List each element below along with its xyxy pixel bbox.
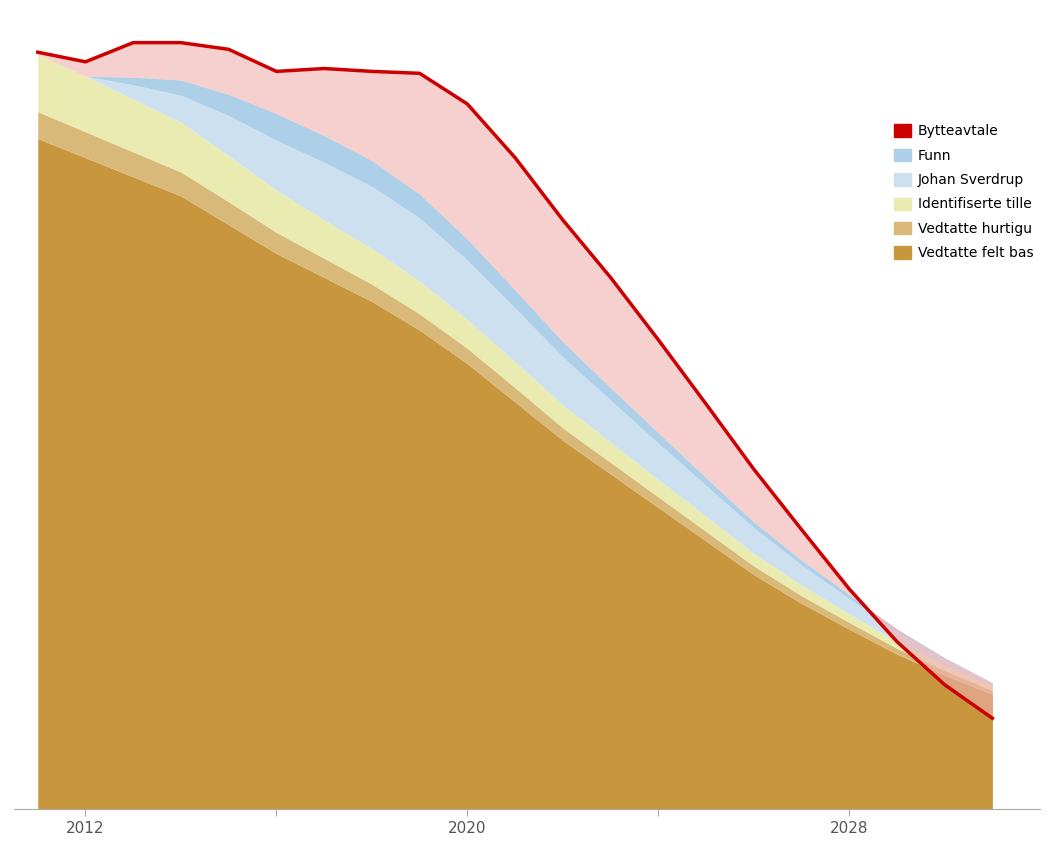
Legend: Bytteavtale, Funn, Johan Sverdrup, Identifiserte tille, Vedtatte hurtigu, Vedtat: Bytteavtale, Funn, Johan Sverdrup, Ident… <box>894 124 1033 260</box>
